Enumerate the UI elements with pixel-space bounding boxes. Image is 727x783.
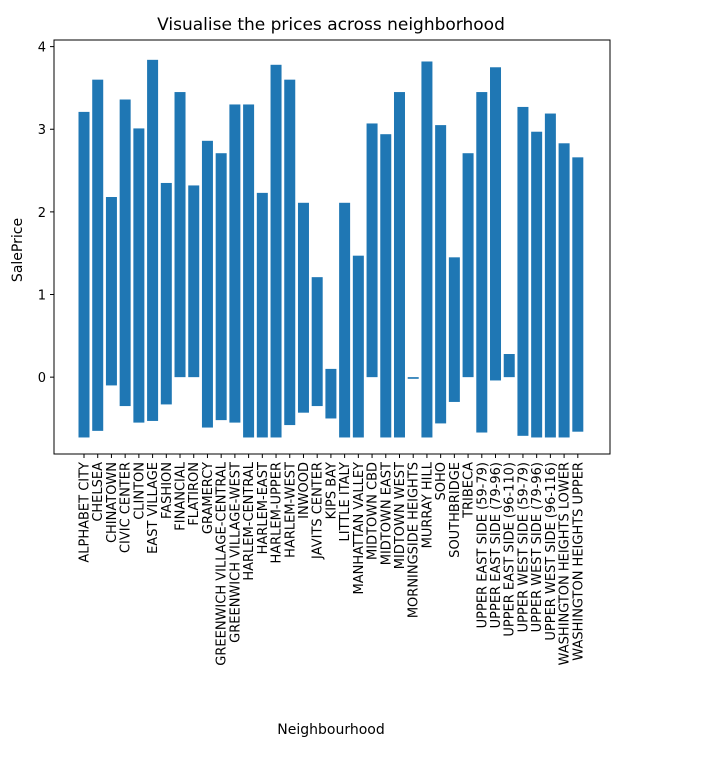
bar xyxy=(380,134,392,438)
x-tick-label: UPPER WEST SIDE (59-79) xyxy=(516,462,531,632)
x-tick-label: UPPER WEST SIDE (96-116) xyxy=(544,462,559,641)
x-tick-label: UPPER EAST SIDE (79-96) xyxy=(489,462,504,628)
x-tick-label: GRAMERCY xyxy=(201,462,216,534)
x-tick-label: GREENWICH VILLAGE-WEST xyxy=(228,462,243,643)
bar xyxy=(366,123,378,378)
x-tick-label: LITTLE ITALY xyxy=(338,462,353,541)
x-tick-label: ALPHABET CITY xyxy=(78,462,93,563)
x-tick-label: MANHATTAN VALLEY xyxy=(352,462,367,595)
x-tick-label: UPPER EAST SIDE (96-110) xyxy=(503,462,518,637)
y-tick-label: 2 xyxy=(38,206,46,221)
bar xyxy=(558,143,570,438)
x-tick-label: UPPER WEST SIDE (79-96) xyxy=(530,462,545,632)
x-tick-label: WASHINGTON HEIGHTS LOWER xyxy=(558,462,573,665)
bar xyxy=(352,255,364,438)
bar xyxy=(270,64,282,438)
bar xyxy=(462,153,474,378)
bar xyxy=(133,128,145,423)
bar xyxy=(407,377,419,379)
chart-title: Visualise the prices across neighborhood xyxy=(157,15,505,35)
x-tick-label: HARLEM-EAST xyxy=(256,462,271,554)
bar xyxy=(105,197,117,386)
y-axis: 0 1 2 3 4 xyxy=(38,41,54,386)
x-tick-label: FLATIRON xyxy=(187,462,202,526)
x-tick-label: MIDTOWN EAST xyxy=(379,462,394,565)
bar xyxy=(119,99,131,407)
bar xyxy=(490,67,502,381)
x-tick-label: HARLEM-CENTRAL xyxy=(242,461,257,580)
x-tick-label: SOUTHBRIDGE xyxy=(448,462,463,558)
y-tick-label: 0 xyxy=(38,371,46,386)
x-tick-label: MIDTOWN CBD xyxy=(366,462,381,560)
x-tick-label: CHELSEA xyxy=(91,462,106,522)
x-tick-label: MURRAY HILL xyxy=(420,461,435,548)
y-tick-label: 1 xyxy=(38,289,46,304)
x-tick-label: FINANCIAL xyxy=(174,461,189,530)
bar xyxy=(188,185,200,378)
x-tick-label: GREENWICH VILLAGE-CENTRAL xyxy=(215,461,230,665)
bar xyxy=(517,106,529,436)
bar xyxy=(311,277,323,407)
x-tick-label: HARLEM-UPPER xyxy=(270,462,285,564)
x-tick-label: MORNINGSIDE HEIGHTS xyxy=(407,462,422,618)
bar xyxy=(339,202,351,438)
x-tick-label: CIVIC CENTER xyxy=(119,462,134,553)
bar xyxy=(174,92,186,378)
x-tick-label: CHINATOWN xyxy=(105,462,120,543)
x-tick-label: WASHINGTON HEIGHTS UPPER xyxy=(571,462,586,661)
y-axis-label: SalePrice xyxy=(10,218,26,282)
x-tick-label: HARLEM-WEST xyxy=(283,462,298,558)
bar xyxy=(92,79,104,431)
bar xyxy=(421,61,433,438)
x-tick-label: JAVITS CENTER xyxy=(311,462,326,560)
x-tick-label: UPPER EAST SIDE (59-79) xyxy=(475,462,490,628)
bar xyxy=(160,182,172,405)
bar xyxy=(325,368,337,419)
x-tick-label: TRIBECA xyxy=(462,462,477,519)
y-tick-label: 4 xyxy=(38,41,46,56)
y-tick-label: 3 xyxy=(38,123,46,138)
x-tick-label: EAST VILLAGE xyxy=(146,462,161,554)
x-axis-label: Neighbourhood xyxy=(277,722,384,738)
plot-area xyxy=(78,59,584,438)
x-tick-label: SOHO xyxy=(434,462,449,501)
bar xyxy=(448,257,460,402)
bar xyxy=(531,131,543,438)
bar xyxy=(572,157,584,432)
bar xyxy=(78,111,90,438)
x-tick-label: KIPS BAY xyxy=(324,462,339,519)
bar xyxy=(256,192,268,438)
bar xyxy=(544,113,556,438)
bar xyxy=(503,354,515,378)
bar xyxy=(435,125,447,424)
bar xyxy=(147,59,159,421)
bar xyxy=(201,140,213,428)
bar xyxy=(297,202,309,413)
bar xyxy=(476,92,488,433)
bar xyxy=(215,153,227,421)
x-tick-label: FASHION xyxy=(160,462,175,519)
bar xyxy=(229,104,241,423)
x-tick-label: MIDTOWN WEST xyxy=(393,462,408,569)
x-tick-label: CLINTON xyxy=(132,462,147,520)
plot-frame xyxy=(53,39,611,455)
bar xyxy=(243,104,255,438)
x-tick-label: INWOOD xyxy=(297,462,312,519)
bar xyxy=(284,79,296,426)
bar xyxy=(393,92,405,438)
